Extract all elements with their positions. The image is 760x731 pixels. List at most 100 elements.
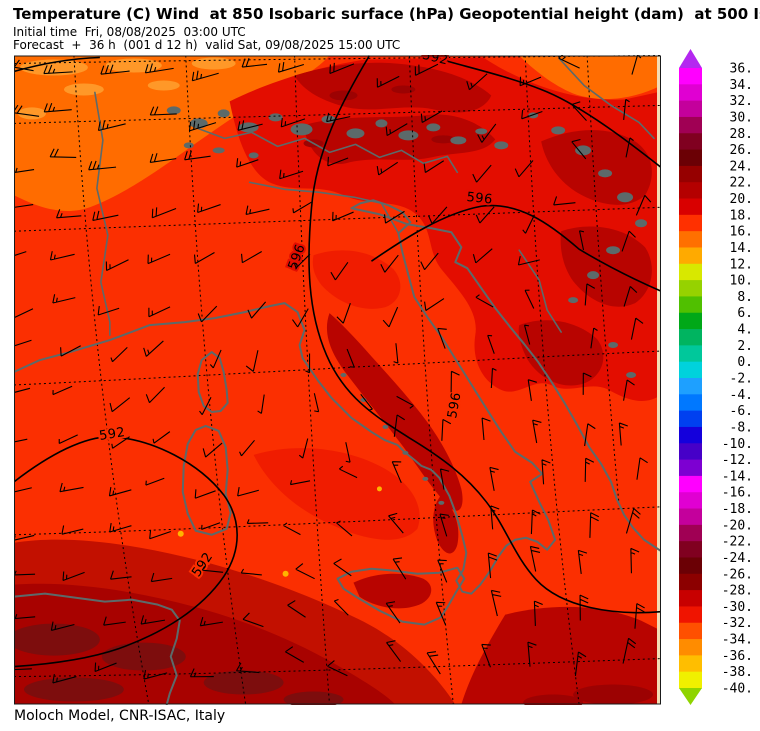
colorbar-tick-label: -36. [722, 649, 753, 664]
field-edge-strip [657, 55, 661, 705]
field-amber-speck [177, 530, 184, 537]
colorbar-segment [679, 182, 702, 200]
colorbar-tick-label: 28. [730, 127, 753, 142]
terrain-spot [321, 115, 336, 124]
border-alps [196, 127, 459, 174]
terrain-spot [626, 372, 637, 379]
colorbar-segment [679, 378, 702, 395]
field-dark-apennines [326, 313, 463, 511]
river-northeast [558, 57, 655, 140]
temperature-colorbar: 36.34.32.30. 28.26.24. 22.20.18. 16.14.12. 1… [679, 49, 753, 705]
colorbar-tick-label: 10. [730, 274, 753, 289]
colorbar-tick-label: -12. [722, 453, 753, 468]
terrain-spot [340, 373, 347, 378]
graticule-parallel [14, 506, 661, 536]
contour-label-592: 592 [98, 425, 126, 444]
terrain-spot [426, 123, 441, 132]
graticule-parallel [14, 350, 661, 386]
colorbar-segment [679, 671, 702, 689]
colorbar-segment [679, 573, 702, 591]
colorbar-tick-label: 8. [737, 290, 753, 305]
colorbar-segment [679, 68, 702, 85]
colorbar-segment [679, 280, 702, 298]
coast-north-africa [14, 592, 181, 705]
contour-label-596: 596 [445, 391, 464, 419]
field-dark-balkans1 [541, 130, 652, 205]
contour-596-northeast [370, 204, 661, 292]
colorbar-tick-label: -6. [730, 404, 753, 419]
colorbar-tick-label: -14. [722, 469, 753, 484]
wind-barb-set [14, 55, 652, 684]
colorbar-segment [679, 492, 702, 510]
field-amber-speck [282, 570, 289, 577]
terrain-spot [598, 169, 613, 178]
field-orange-northeast [519, 55, 661, 99]
colorbar-segment [679, 231, 702, 249]
model-credit: Moloch Model, CNR-ISAC, Italy [14, 708, 226, 724]
terrain-spot [217, 109, 230, 118]
colorbar-segment [679, 165, 702, 183]
graticule-meridian [294, 55, 331, 705]
colorbar-segment [679, 296, 702, 314]
terrain-spot [617, 192, 634, 203]
colorbar-tick-label: -26. [722, 567, 753, 582]
terrain-spots [166, 106, 648, 505]
colorbar-tick-label: -38. [722, 665, 753, 680]
colorbar-segment [679, 116, 702, 134]
graticule-parallel [14, 104, 661, 124]
colorbar-tick-label: -20. [722, 518, 753, 533]
terrain-spot [575, 145, 592, 156]
field-light-orange-patch [191, 57, 236, 70]
terrain-spot [346, 128, 365, 139]
terrain-spot [422, 476, 429, 481]
field-amber-speck [376, 486, 382, 492]
colorbar-segment [679, 312, 702, 330]
colorbar-tick-label: -40. [722, 682, 753, 697]
field-dark-calabria [433, 494, 459, 554]
terrain-spot [189, 118, 208, 129]
geopotential-contours [14, 55, 661, 668]
colorbar-tick-label: 30. [730, 110, 753, 125]
colorbar-segment [679, 84, 702, 102]
field-maroon-southeast [573, 684, 654, 705]
graticule-meridian [185, 55, 247, 705]
field-maroon-africa [101, 642, 186, 671]
colorbar-segment [679, 361, 702, 379]
colorbar-tick-label: 14. [730, 241, 753, 256]
field-dark-po-valley2 [303, 114, 496, 164]
terrain-spot [606, 246, 621, 255]
colorbar-tick-label: -22. [722, 535, 753, 550]
contour-592-top [434, 56, 661, 168]
colorbar-tick-label: 34. [730, 78, 753, 93]
river-west [94, 91, 111, 336]
colorbar-segment [679, 590, 702, 608]
colorbar-tick-label: -10. [722, 437, 753, 452]
coastlines [14, 57, 661, 705]
terrain-spot [166, 106, 181, 115]
contour-592-west [14, 436, 238, 668]
colorbar-tick-label: 32. [730, 94, 753, 109]
field-darker-africa [14, 583, 396, 705]
colorbar-arrow-top [679, 49, 702, 68]
terrain-spot [494, 141, 509, 150]
map-frame [14, 55, 661, 705]
graticule-parallel [14, 658, 661, 678]
colorbar-segment [679, 263, 702, 281]
colorbar-segment [679, 524, 702, 542]
graticule-meridian [524, 55, 580, 705]
coast-sardinia [181, 424, 232, 536]
colorbar-tick-label: 2. [737, 339, 753, 354]
field-red-patch-central [253, 448, 420, 540]
colorbar-tick-label: -18. [722, 502, 753, 517]
colorbar-tick-label: -16. [722, 486, 753, 501]
colorbar-segment [679, 508, 702, 526]
terrain-spot [398, 130, 419, 141]
colorbar-tick-label: -8. [730, 421, 753, 436]
colorbar-segment [679, 557, 702, 575]
terrain-spot [248, 152, 259, 159]
river-po [248, 181, 400, 235]
colorbar-segment [679, 410, 702, 428]
contour-label-596: 596 [466, 190, 494, 208]
colorbar-segment [679, 622, 702, 640]
terrain-spot [212, 147, 225, 154]
